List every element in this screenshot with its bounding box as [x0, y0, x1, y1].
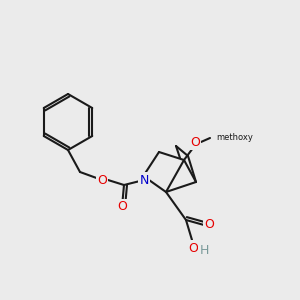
Text: O: O: [190, 136, 200, 148]
Text: O: O: [117, 200, 127, 214]
Text: H: H: [199, 244, 209, 256]
Text: methoxy: methoxy: [216, 134, 253, 142]
Text: O: O: [188, 242, 198, 254]
Text: O: O: [204, 218, 214, 232]
Text: N: N: [139, 173, 149, 187]
Text: O: O: [97, 173, 107, 187]
